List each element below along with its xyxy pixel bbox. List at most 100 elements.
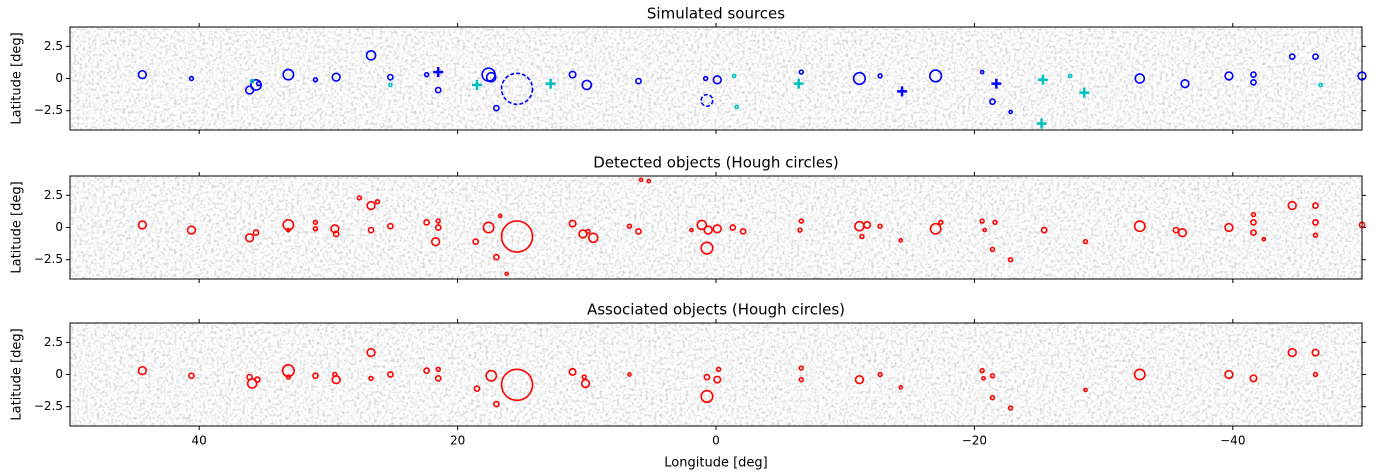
source-circle — [1008, 109, 1013, 115]
source-circle — [898, 385, 904, 390]
source-circle — [568, 367, 577, 376]
source-circle — [979, 367, 985, 374]
x-tick-label: −40 — [1220, 434, 1245, 448]
x-tick-label: −20 — [962, 434, 987, 448]
source-circle — [703, 373, 711, 381]
source-circle — [863, 220, 872, 229]
source-circle — [1261, 236, 1267, 242]
source-circle — [252, 229, 260, 237]
source-circle — [137, 69, 148, 80]
source-circle — [877, 223, 883, 229]
source-circle — [1224, 222, 1234, 233]
source-circle — [312, 219, 319, 226]
source-circle — [859, 233, 865, 240]
source-circle — [282, 218, 295, 231]
source-circle — [188, 372, 195, 380]
source-circle — [282, 68, 295, 81]
source-circle — [627, 372, 632, 377]
plus-marker — [793, 78, 804, 89]
source-circle — [929, 222, 942, 235]
source-circle — [700, 93, 714, 108]
source-circle — [492, 253, 500, 261]
source-circle — [702, 75, 709, 82]
source-circle — [387, 371, 394, 378]
source-circle — [989, 98, 996, 106]
source-circle — [423, 218, 430, 226]
plus-marker — [897, 86, 908, 97]
source-circle — [635, 77, 642, 85]
source-circle — [798, 376, 805, 383]
source-circle — [734, 104, 740, 110]
source-circle — [485, 369, 498, 382]
source-circle — [581, 374, 587, 380]
source-circle — [423, 71, 430, 78]
y-tick-label: 2.5 — [44, 188, 63, 202]
series — [471, 74, 1090, 129]
source-circle — [581, 79, 593, 91]
source-circle — [472, 238, 480, 246]
source-circle — [434, 224, 442, 231]
y-tick-label: 0 — [55, 220, 63, 234]
source-circle — [250, 78, 263, 91]
source-circle — [367, 226, 375, 234]
source-circle — [1287, 200, 1297, 211]
source-circle — [435, 218, 441, 224]
source-circle — [423, 367, 430, 375]
source-circle — [366, 347, 376, 358]
x-axis-label: Longitude [deg] — [664, 456, 767, 471]
source-circle — [1133, 220, 1146, 233]
source-circle — [1007, 405, 1014, 411]
series — [500, 72, 714, 108]
source-circle — [1250, 218, 1257, 226]
source-circle — [1134, 73, 1146, 84]
source-circle — [1288, 53, 1296, 60]
source-circle — [798, 365, 805, 371]
source-circle — [854, 374, 865, 385]
y-tick-label: 0 — [55, 71, 63, 85]
y-axis-label: Latitude [deg] — [10, 32, 25, 124]
source-circle — [285, 227, 291, 233]
source-circle — [1224, 71, 1234, 81]
source-circle — [312, 226, 319, 232]
noise-background — [70, 27, 1362, 130]
source-circle — [982, 227, 988, 233]
y-tick-label: −2.5 — [34, 103, 63, 117]
source-circle — [1312, 371, 1319, 378]
plot-frame — [69, 26, 1363, 131]
y-tick-label: 2.5 — [44, 39, 63, 53]
source-circle — [374, 199, 381, 205]
source-circle — [368, 375, 374, 382]
source-circle — [696, 219, 708, 231]
source-circle — [186, 225, 197, 235]
source-circle — [137, 220, 148, 230]
source-circle — [366, 200, 376, 211]
source-circle — [798, 69, 805, 75]
source-circle — [387, 222, 394, 230]
plus-marker — [1037, 74, 1048, 85]
source-circle — [485, 71, 497, 83]
source-circle — [1040, 226, 1048, 234]
source-circle — [281, 364, 295, 378]
series — [137, 347, 1320, 411]
x-tick-label: 40 — [192, 434, 207, 448]
source-circle — [715, 366, 722, 373]
series — [137, 50, 1367, 115]
source-circle — [330, 224, 340, 234]
source-circle — [739, 227, 747, 235]
source-circle — [731, 73, 737, 79]
source-circle — [388, 82, 393, 88]
source-circle — [434, 374, 442, 382]
source-circle — [1250, 71, 1257, 79]
plus-marker — [545, 78, 556, 89]
source-circle — [356, 195, 363, 201]
source-circle — [500, 220, 534, 253]
source-circle — [635, 227, 642, 235]
source-circle — [1312, 53, 1319, 60]
source-circle — [568, 219, 577, 228]
source-circle — [1250, 78, 1257, 86]
source-circle — [979, 218, 985, 224]
source-circle — [244, 233, 255, 243]
source-circle — [1133, 368, 1146, 381]
source-circle — [703, 225, 713, 235]
source-circle — [1007, 256, 1014, 263]
